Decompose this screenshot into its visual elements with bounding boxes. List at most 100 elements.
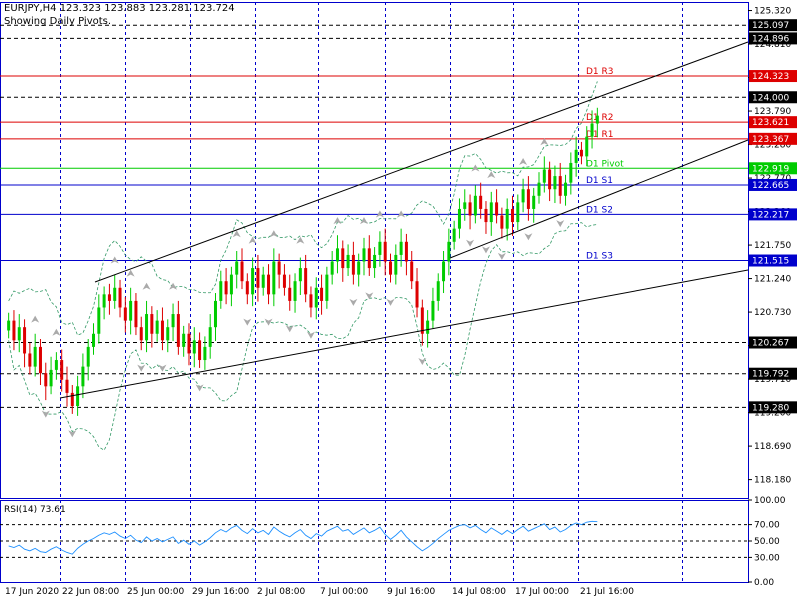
bear-candle xyxy=(309,294,313,308)
bear-candle xyxy=(367,248,371,269)
bull-candle xyxy=(293,281,297,301)
rsi-tick-label: 70.00 xyxy=(754,521,780,531)
lower-band xyxy=(8,222,598,451)
bear-candle xyxy=(38,346,42,374)
bull-candle xyxy=(102,294,106,308)
fractal-up-icon xyxy=(540,138,549,146)
price-mark-label: 124.896 xyxy=(752,34,789,44)
bull-candle xyxy=(261,274,265,288)
fractal-down-icon xyxy=(481,246,490,254)
y-tick-label: 118.180 xyxy=(754,476,791,486)
pivot-level-name: D1 S1 xyxy=(586,176,613,186)
bull-candle xyxy=(298,268,302,282)
bull-candle xyxy=(335,248,339,262)
bull-candle xyxy=(166,327,170,341)
bear-candle xyxy=(404,241,408,262)
pivot-price-box xyxy=(749,70,797,83)
bull-candle xyxy=(595,115,599,124)
bull-candle xyxy=(17,327,21,341)
fractal-down-icon xyxy=(137,364,146,372)
bull-candle xyxy=(447,241,451,262)
bull-candle xyxy=(229,274,233,295)
price-mark-box xyxy=(749,336,797,349)
bull-candle xyxy=(452,228,456,242)
pivot-price-label: 123.621 xyxy=(752,118,789,128)
bear-candle xyxy=(277,261,281,275)
x-tick-label: 14 Jul 08:00 xyxy=(452,587,506,597)
pivot-price-box xyxy=(749,178,797,191)
bull-candle xyxy=(272,261,276,295)
rsi-tick-label: 30.00 xyxy=(754,553,780,563)
pivot-level-name: D1 R1 xyxy=(586,130,614,140)
bull-candle xyxy=(86,346,90,367)
bull-candle xyxy=(182,333,186,347)
bear-candle xyxy=(389,261,393,275)
bull-candle xyxy=(542,169,546,183)
bear-candle xyxy=(558,176,562,196)
fractal-up-icon xyxy=(471,164,480,172)
bull-candle xyxy=(505,208,509,229)
bull-candle xyxy=(516,202,520,223)
fractal-up-icon xyxy=(269,230,278,238)
bull-candle xyxy=(394,254,398,275)
bear-candle xyxy=(65,379,69,393)
y-tick-label: 121.750 xyxy=(754,241,791,251)
bull-candle xyxy=(330,261,334,275)
bear-candle xyxy=(160,320,164,341)
bull-candle xyxy=(442,261,446,282)
bear-candle xyxy=(320,287,324,301)
bear-candle xyxy=(267,274,271,295)
bear-candle xyxy=(224,281,228,295)
bull-candle xyxy=(362,248,366,262)
fractal-up-icon xyxy=(52,328,61,336)
bear-candle xyxy=(60,360,64,380)
bull-candle xyxy=(113,287,117,301)
fractal-down-icon xyxy=(365,292,374,300)
bear-candle xyxy=(351,254,355,275)
price-mark-label: 119.280 xyxy=(752,403,789,413)
fractal-down-icon xyxy=(68,430,77,438)
bear-candle xyxy=(500,215,504,229)
bull-candle xyxy=(81,366,85,387)
fractal-down-icon xyxy=(418,358,427,366)
bull-candle xyxy=(235,261,239,275)
price-mark-label: 124.000 xyxy=(752,93,789,103)
fractal-up-icon xyxy=(296,236,305,244)
bull-candle xyxy=(219,281,223,301)
trend-line xyxy=(449,139,749,259)
bear-candle xyxy=(44,373,48,387)
bull-candle xyxy=(251,268,255,295)
bear-candle xyxy=(420,307,424,334)
y-tick-label: 125.320 xyxy=(754,7,791,17)
fractal-up-icon xyxy=(110,256,119,264)
bull-candle xyxy=(314,287,318,308)
fractal-down-icon xyxy=(195,384,204,392)
trend-line xyxy=(94,41,749,283)
bull-candle xyxy=(463,202,467,209)
price-mark-box xyxy=(749,19,797,32)
bull-candle xyxy=(208,327,212,347)
main-panel-frame xyxy=(0,2,749,499)
bull-candle xyxy=(436,281,440,301)
fractal-down-icon xyxy=(264,318,273,326)
bear-candle xyxy=(118,287,122,308)
bear-candle xyxy=(288,287,292,301)
bear-candle xyxy=(479,195,483,209)
bear-candle xyxy=(139,327,143,341)
pivot-price-box xyxy=(749,162,797,175)
price-mark-box xyxy=(749,401,797,414)
bear-candle xyxy=(383,241,387,262)
bear-candle xyxy=(484,208,488,223)
fractal-up-icon xyxy=(31,315,40,323)
fractal-up-icon xyxy=(333,217,342,225)
pivot-level-name: D1 R2 xyxy=(586,113,614,123)
x-tick-label: 29 Jun 16:00 xyxy=(192,587,249,597)
bear-candle xyxy=(176,314,180,347)
x-tick-label: 2 Jul 08:00 xyxy=(257,587,306,597)
fractal-down-icon xyxy=(386,298,395,306)
bear-candle xyxy=(510,208,514,223)
x-tick-label: 21 Jul 16:00 xyxy=(580,587,634,597)
bear-candle xyxy=(245,281,249,295)
pivot-level-name: D1 Pivot xyxy=(586,159,624,169)
y-tick-label: 123.280 xyxy=(754,141,791,151)
